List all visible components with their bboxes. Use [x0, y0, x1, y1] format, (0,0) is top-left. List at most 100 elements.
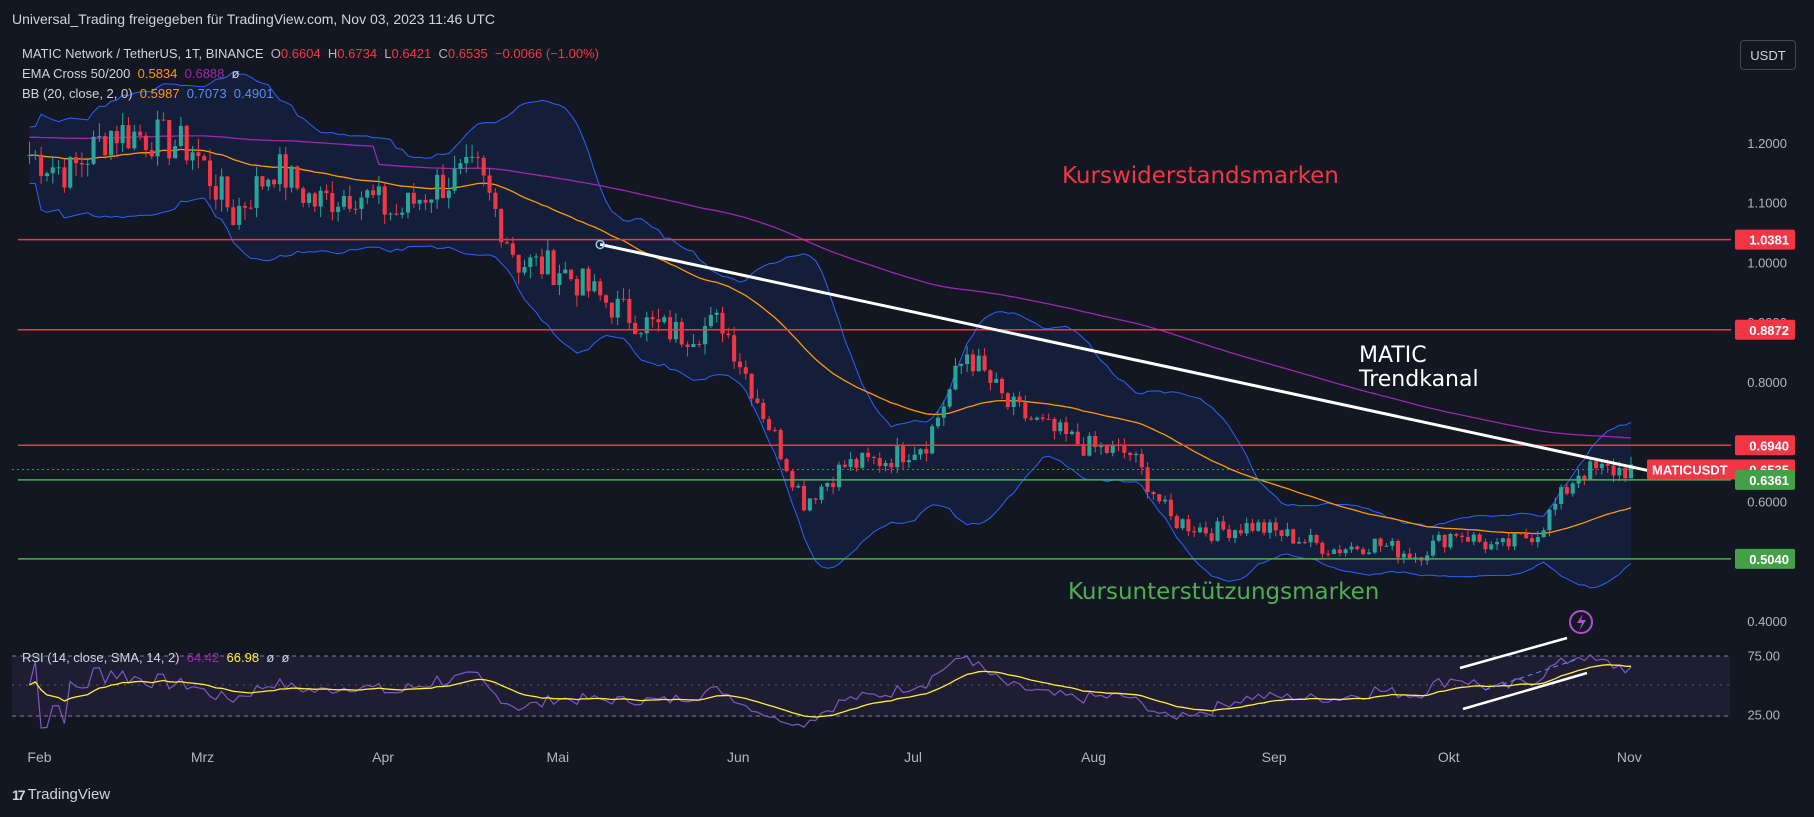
candle-body [1553, 503, 1558, 510]
candle-body [330, 193, 335, 212]
candle-body [1232, 530, 1238, 539]
candle-body [1524, 533, 1529, 539]
candle-body [1081, 444, 1086, 456]
candle-body [74, 157, 79, 164]
candle-body [1133, 453, 1139, 456]
candle-body [1180, 519, 1185, 529]
candle-body [1215, 521, 1220, 541]
candle-body [1221, 521, 1226, 530]
candle-body [132, 131, 137, 149]
candle-body [807, 498, 812, 511]
candle-body [1559, 487, 1564, 504]
candle-body [1547, 509, 1552, 531]
price-tick: 1.1000 [1747, 196, 1787, 211]
footer-brand[interactable]: 17 TradingView [12, 786, 110, 803]
candle-body [68, 157, 73, 188]
candle-body [638, 333, 644, 335]
month-tick: Apr [372, 749, 394, 765]
candle-body [1570, 483, 1575, 494]
rsi-tick: 75.00 [1747, 649, 1780, 664]
month-tick: Nov [1617, 749, 1642, 765]
legend-ema-row[interactable]: EMA Cross 50/200 0.5834 0.6888 ø [22, 64, 599, 84]
trend-annotation-line1: MATIC [1359, 343, 1427, 368]
candle-body [499, 209, 504, 243]
rsi-legend[interactable]: RSI (14, close, SMA, 14, 2) 64.42 66.98 … [22, 650, 289, 665]
support-2-label: 0.5040 [1749, 552, 1789, 567]
candle-body [982, 355, 987, 371]
rsi-value-2: 66.98 [226, 650, 260, 665]
candle-body [673, 321, 678, 340]
candle-body [627, 298, 632, 324]
candle-body [1623, 467, 1628, 479]
symbol-label: MATICUSDT [1652, 463, 1728, 478]
bb-value-1: 0.5987 [139, 86, 180, 101]
candle-body [691, 343, 696, 348]
candle-body [941, 406, 946, 418]
candle-body [1617, 467, 1622, 476]
candle-body [1238, 530, 1243, 534]
publish-bar: Universal_Trading freigegeben für Tradin… [0, 0, 1814, 36]
candle-body [289, 166, 294, 188]
candle-body [534, 256, 539, 258]
candle-body [702, 326, 708, 345]
resistance-2-label: 0.8872 [1749, 323, 1789, 338]
candle-body [889, 463, 894, 468]
candle-body [755, 398, 760, 404]
support-annotation: Kursunterstützungsmarken [1068, 579, 1380, 605]
candle-body [481, 157, 486, 176]
trend-lines [595, 239, 1684, 480]
candle-body [114, 130, 119, 144]
candle-body [999, 379, 1005, 394]
candle-body [1198, 527, 1203, 533]
candle-body [260, 176, 265, 187]
candle-body [1448, 534, 1453, 548]
price-tick: 1.2000 [1747, 136, 1787, 151]
candle-body [592, 281, 597, 292]
candle-body [202, 156, 207, 161]
resistance-1-label: 1.0381 [1749, 233, 1789, 248]
candle-body [371, 190, 376, 196]
candle-body [1046, 418, 1051, 420]
candle-body [598, 281, 603, 296]
candle-body [1331, 549, 1337, 554]
candle-body [1011, 396, 1016, 407]
candle-body [1460, 535, 1465, 537]
candle-body [621, 298, 626, 300]
candle-body [423, 199, 428, 203]
candle-body [470, 156, 475, 158]
legend-symbol-row: MATIC Network / TetherUS, 1T, BINANCE O0… [22, 44, 599, 64]
candle-body [464, 156, 469, 164]
candle-body [138, 131, 143, 136]
candle-body [563, 269, 568, 274]
candle-body [295, 166, 300, 189]
legend-bb-row[interactable]: BB (20, close, 2, 0) 0.5987 0.7073 0.490… [22, 84, 599, 104]
candle-body [306, 193, 312, 203]
price-tick: 0.8000 [1747, 375, 1787, 390]
candle-body [877, 458, 882, 467]
candle-body [196, 152, 201, 157]
currency-button[interactable]: USDT [1740, 40, 1796, 70]
candle-body [161, 119, 166, 121]
resistance-annotation: Kurswiderstandsmarken [1062, 163, 1339, 189]
candle-body [388, 213, 393, 215]
lightning-icon[interactable] [1569, 610, 1593, 634]
candle-body [440, 174, 445, 198]
candle-body [732, 335, 737, 362]
change-value: −0.0066 (−1.00%) [494, 46, 599, 61]
candle-body [1186, 519, 1191, 532]
chart-legend: MATIC Network / TetherUS, 1T, BINANCE O0… [22, 44, 599, 104]
candle-body [1058, 422, 1063, 432]
ema-label: EMA Cross 50/200 [22, 66, 131, 81]
rsi-symbol-2: ø [281, 650, 290, 665]
candle-body [27, 155, 32, 157]
candle-body [1122, 445, 1127, 453]
candle-body [1029, 418, 1034, 420]
trendline-anchor [595, 239, 605, 250]
candle-body [149, 150, 154, 157]
candle-body [1017, 396, 1022, 403]
candle-body [452, 168, 457, 191]
symbol-name[interactable]: MATIC Network / TetherUS, 1T, BINANCE [22, 46, 264, 61]
candle-body [272, 179, 277, 185]
candle-body [1291, 529, 1296, 544]
